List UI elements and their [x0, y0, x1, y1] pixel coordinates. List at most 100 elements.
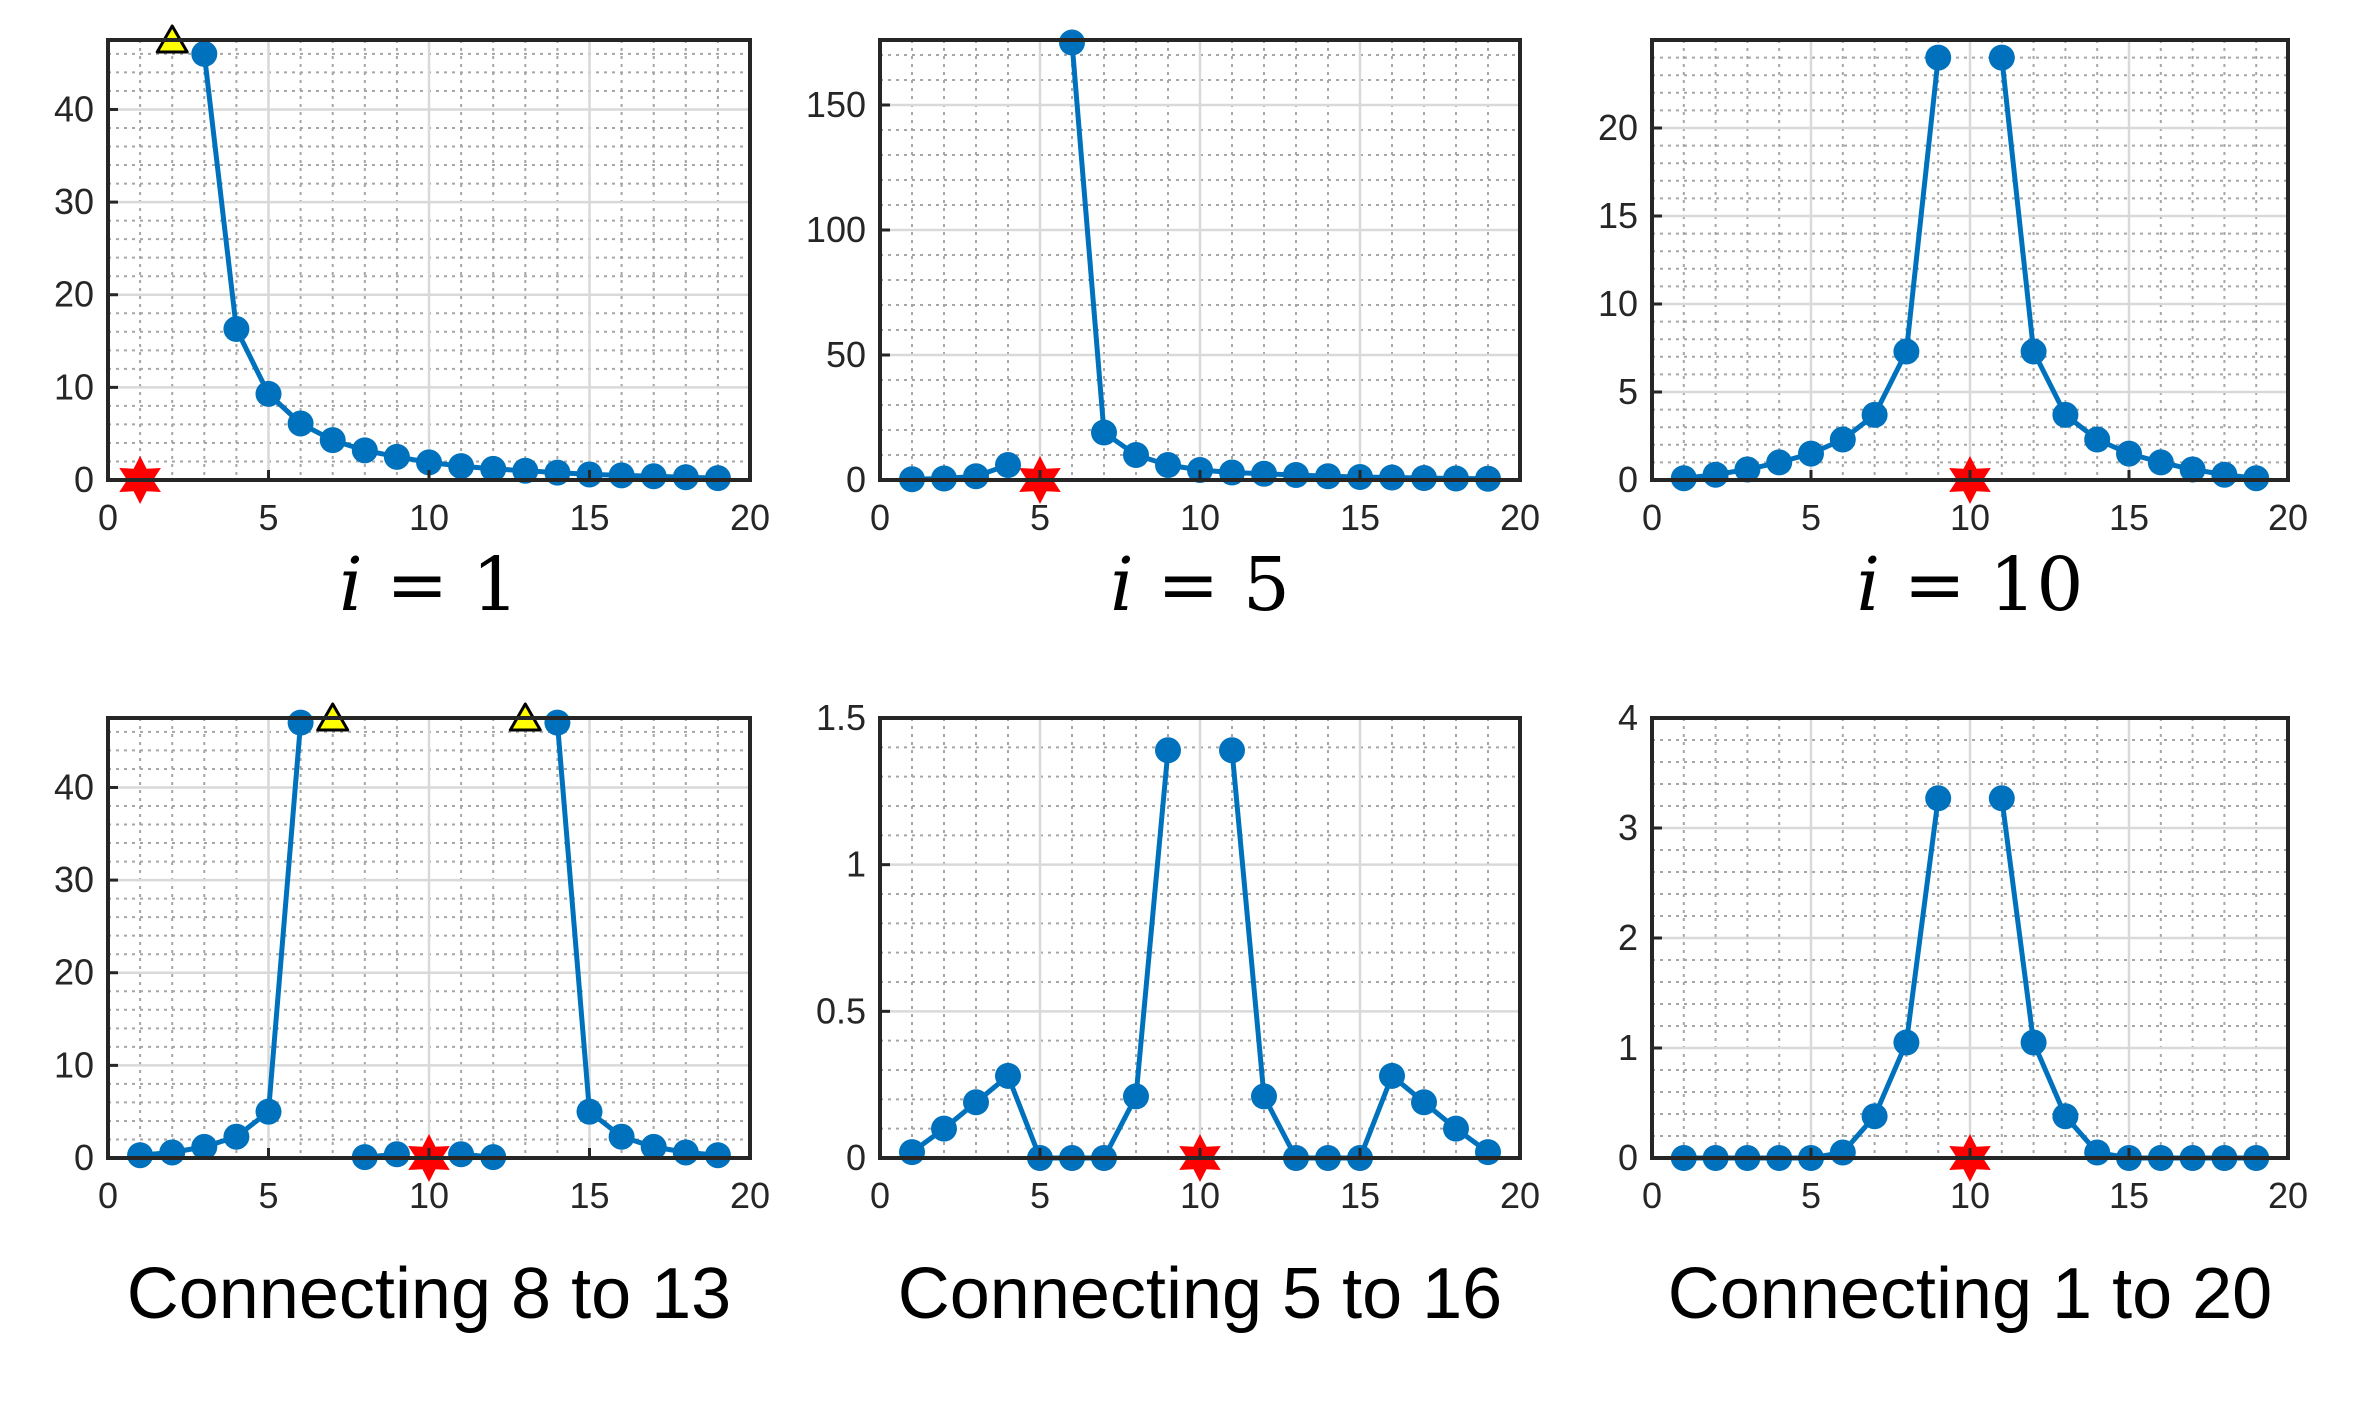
data-point	[672, 464, 699, 491]
x-tick-label: 0	[870, 497, 890, 538]
data-point	[931, 1115, 957, 1142]
x-tick-label: 10	[409, 1175, 449, 1216]
y-tick-label: 50	[826, 334, 866, 375]
data-point	[223, 1123, 250, 1150]
data-point	[127, 1142, 154, 1169]
data-point	[1379, 1062, 1405, 1089]
data-point	[191, 40, 218, 67]
data-point	[1475, 1139, 1501, 1166]
y-tick-label: 3	[1618, 807, 1638, 848]
data-point	[1829, 1139, 1856, 1166]
x-tick-label: 15	[1340, 1175, 1380, 1216]
y-tick-label: 40	[54, 766, 94, 807]
y-tick-label: 0	[846, 459, 866, 500]
data-point	[1059, 29, 1085, 56]
x-tick-label: 0	[1642, 497, 1662, 538]
chart-caption: Connecting 5 to 16	[898, 1254, 1502, 1334]
chart-panel-6: 0 5 10 15 20 0 1 2 3 4 Connecting 1 to 20	[1618, 697, 2308, 1334]
y-tick-label: 20	[54, 952, 94, 993]
data-point	[2116, 440, 2142, 467]
y-tick-label: 30	[54, 859, 94, 900]
x-tick-label: 10	[1950, 497, 1990, 538]
x-tick-label: 15	[1340, 497, 1380, 538]
data-point	[608, 1123, 635, 1150]
y-tick-label: 0	[846, 1137, 866, 1178]
x-tick-label: 20	[1500, 1175, 1540, 1216]
x-tick-label: 15	[2109, 1175, 2149, 1216]
x-tick-label: 10	[1180, 497, 1220, 538]
x-tick-label: 5	[1801, 497, 1821, 538]
data-point	[963, 1089, 989, 1116]
x-tick-label: 5	[258, 497, 278, 538]
data-point	[640, 463, 667, 490]
data-point	[223, 316, 250, 343]
x-tick-label: 20	[2268, 1175, 2308, 1216]
y-tick-label: 10	[54, 366, 94, 407]
data-point	[1988, 785, 2015, 812]
y-tick-label: 10	[54, 1044, 94, 1085]
caption-value: 1	[472, 542, 519, 628]
caption-variable: i	[339, 542, 363, 628]
y-tick-label: 2	[1618, 917, 1638, 958]
data-point	[1925, 44, 1952, 71]
x-tick-label: 15	[2109, 497, 2149, 538]
y-tick-label: 10	[1598, 283, 1638, 324]
data-point	[287, 410, 314, 437]
data-point	[159, 1139, 186, 1166]
y-tick-label: 0	[1618, 1137, 1638, 1178]
data-point	[2211, 461, 2238, 488]
data-point	[319, 427, 346, 454]
y-tick-label: 0	[1618, 459, 1638, 500]
data-point	[191, 1133, 218, 1160]
data-point	[2052, 401, 2079, 428]
major-grid	[1652, 40, 2288, 480]
chart-caption: i = 5	[1110, 542, 1290, 628]
data-point	[1893, 1029, 1920, 1056]
data-point	[2020, 338, 2047, 365]
data-point	[995, 1062, 1021, 1089]
x-tick-label: 0	[98, 1175, 118, 1216]
data-point	[2052, 1103, 2079, 1130]
data-point	[1411, 1089, 1437, 1116]
data-point	[1861, 1103, 1888, 1130]
x-tick-label: 20	[730, 497, 770, 538]
major-grid	[108, 718, 750, 1158]
data-point	[512, 457, 539, 484]
data-point	[448, 1141, 475, 1168]
data-point	[995, 452, 1021, 478]
caption-variable: i	[1857, 542, 1881, 628]
y-tick-label: 0.5	[816, 990, 866, 1031]
data-point	[640, 1133, 667, 1160]
y-tick-label: 1	[846, 844, 866, 885]
data-point	[1219, 737, 1245, 764]
y-tick-label: 1.5	[816, 697, 866, 738]
chart-panel-1: 0 5 10 15 20 0 10 20 30 40 i = 1	[54, 24, 770, 628]
data-point	[1988, 44, 2015, 71]
data-point	[255, 380, 282, 407]
x-tick-label: 15	[569, 497, 609, 538]
y-tick-label: 20	[1598, 107, 1638, 148]
data-point	[1155, 452, 1181, 478]
data-point	[1155, 737, 1181, 764]
data-point	[1702, 461, 1729, 488]
data-point	[2147, 449, 2174, 476]
x-tick-label: 20	[1500, 497, 1540, 538]
data-point	[480, 455, 507, 482]
y-tick-label: 15	[1598, 195, 1638, 236]
x-tick-label: 20	[2268, 497, 2308, 538]
chart-caption: Connecting 1 to 20	[1668, 1254, 2272, 1334]
data-point	[2179, 456, 2206, 483]
caption-value: 5	[1243, 542, 1290, 628]
data-point	[576, 1098, 603, 1125]
data-point	[1798, 440, 1824, 467]
data-point	[2084, 1139, 2111, 1166]
major-grid	[1652, 718, 2288, 1158]
y-tick-label: 150	[806, 84, 866, 125]
data-point	[899, 1139, 925, 1166]
data-point	[1734, 456, 1761, 483]
y-tick-label: 5	[1618, 371, 1638, 412]
data-point	[1379, 464, 1405, 491]
data-point	[1091, 419, 1117, 446]
caption-variable: i	[1110, 542, 1134, 628]
y-tick-label: 20	[54, 274, 94, 315]
